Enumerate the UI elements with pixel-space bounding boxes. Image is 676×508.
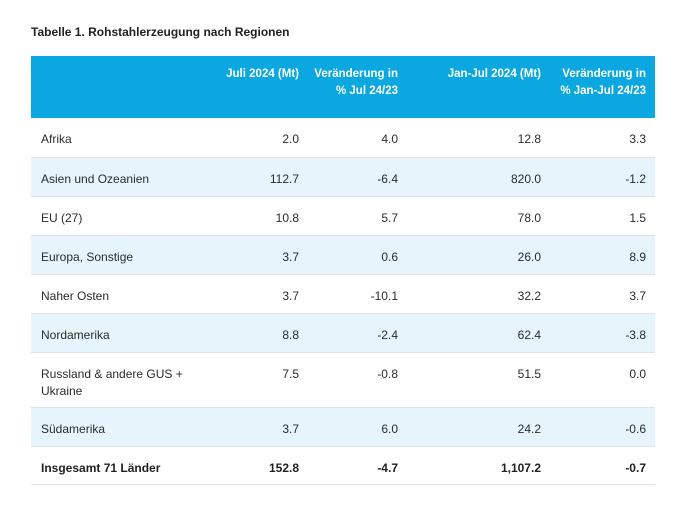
region-cell: Südamerika <box>31 407 196 447</box>
table-row: Russland & andere GUS + Ukraine 7.5 -0.8… <box>31 352 655 408</box>
change-jan-jul-cell: 1.5 <box>550 196 655 236</box>
total-jan-jul-cell: 1,107.2 <box>407 446 550 485</box>
table-row: Europa, Sonstige 3.7 0.6 26.0 8.9 <box>31 235 655 275</box>
jan-jul-cell: 24.2 <box>407 407 550 447</box>
change-jul-cell: -2.4 <box>308 313 407 353</box>
jul-cell: 8.8 <box>196 313 308 353</box>
header-change-jan-jul: Veränderung in % Jan-Jul 24/23 <box>550 56 655 118</box>
jan-jul-cell: 62.4 <box>407 313 550 353</box>
table-row: Naher Osten 3.7 -10.1 32.2 3.7 <box>31 274 655 314</box>
total-change-jul-cell: -4.7 <box>308 446 407 485</box>
total-change-jan-jul-cell: -0.7 <box>550 446 655 485</box>
jan-jul-cell: 78.0 <box>407 196 550 236</box>
change-jul-cell: 0.6 <box>308 235 407 275</box>
jan-jul-cell: 51.5 <box>407 352 550 408</box>
change-jul-cell: 5.7 <box>308 196 407 236</box>
jul-cell: 2.0 <box>196 118 308 158</box>
table-row: Afrika 2.0 4.0 12.8 3.3 <box>31 118 655 158</box>
change-jan-jul-cell: -1.2 <box>550 157 655 197</box>
change-jan-jul-cell: -0.6 <box>550 407 655 447</box>
header-jul-2024: Juli 2024 (Mt) <box>196 56 308 118</box>
jan-jul-cell: 820.0 <box>407 157 550 197</box>
change-jan-jul-cell: -3.8 <box>550 313 655 353</box>
table-row: Südamerika 3.7 6.0 24.2 -0.6 <box>31 407 655 447</box>
jul-cell: 10.8 <box>196 196 308 236</box>
change-jul-cell: -0.8 <box>308 352 407 408</box>
jan-jul-cell: 32.2 <box>407 274 550 314</box>
region-cell: Europa, Sonstige <box>31 235 196 275</box>
region-cell: Naher Osten <box>31 274 196 314</box>
region-cell: Russland & andere GUS + Ukraine <box>31 352 196 408</box>
total-row: Insgesamt 71 Länder 152.8 -4.7 1,107.2 -… <box>31 446 655 485</box>
header-jan-jul-2024: Jan-Jul 2024 (Mt) <box>407 56 550 118</box>
change-jul-cell: 6.0 <box>308 407 407 447</box>
change-jan-jul-cell: 0.0 <box>550 352 655 408</box>
table-title: Tabelle 1. Rohstahlerzeugung nach Region… <box>31 25 290 39</box>
change-jan-jul-cell: 3.3 <box>550 118 655 158</box>
region-cell: Asien und Ozeanien <box>31 157 196 197</box>
change-jan-jul-cell: 8.9 <box>550 235 655 275</box>
jul-cell: 3.7 <box>196 235 308 275</box>
region-cell: EU (27) <box>31 196 196 236</box>
steel-production-table: Juli 2024 (Mt) Veränderung in % Jul 24/2… <box>31 56 655 485</box>
header-region <box>31 56 196 118</box>
table-row: EU (27) 10.8 5.7 78.0 1.5 <box>31 196 655 236</box>
table-row: Nordamerika 8.8 -2.4 62.4 -3.8 <box>31 313 655 353</box>
change-jul-cell: -6.4 <box>308 157 407 197</box>
change-jul-cell: -10.1 <box>308 274 407 314</box>
change-jul-cell: 4.0 <box>308 118 407 158</box>
jul-cell: 112.7 <box>196 157 308 197</box>
jul-cell: 3.7 <box>196 407 308 447</box>
jul-cell: 3.7 <box>196 274 308 314</box>
region-cell: Nordamerika <box>31 313 196 353</box>
table-row: Asien und Ozeanien 112.7 -6.4 820.0 -1.2 <box>31 157 655 197</box>
jan-jul-cell: 26.0 <box>407 235 550 275</box>
header-change-jul: Veränderung in % Jul 24/23 <box>308 56 407 118</box>
jan-jul-cell: 12.8 <box>407 118 550 158</box>
header-row: Juli 2024 (Mt) Veränderung in % Jul 24/2… <box>31 56 655 118</box>
total-jul-cell: 152.8 <box>196 446 308 485</box>
total-region-cell: Insgesamt 71 Länder <box>31 446 196 485</box>
region-cell: Afrika <box>31 118 196 158</box>
change-jan-jul-cell: 3.7 <box>550 274 655 314</box>
jul-cell: 7.5 <box>196 352 308 408</box>
